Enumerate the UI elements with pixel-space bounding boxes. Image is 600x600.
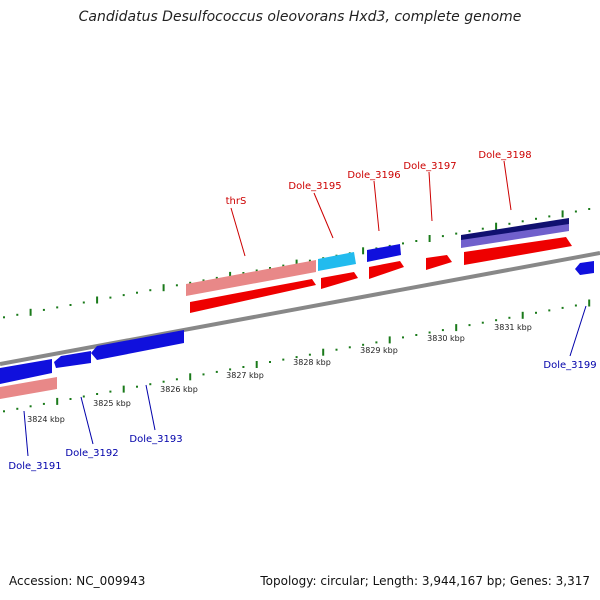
leader-lines — [23, 160, 587, 457]
gene-Dole_3191-pink[interactable] — [0, 377, 57, 399]
gene-Dole_3196[interactable] — [369, 261, 404, 279]
label-Dole_3198: Dole_3198 — [478, 150, 531, 161]
gene-Dole_3199[interactable] — [575, 261, 594, 275]
kbp-label-3826: 3826 kbp — [160, 385, 198, 394]
reverse-genes — [0, 261, 594, 399]
gene-Dole_3192[interactable] — [54, 351, 91, 368]
genome-summary-text: Topology: circular; Length: 3,944,167 bp… — [260, 574, 590, 588]
leader-Dole_3193 — [145, 384, 156, 431]
accession-text: Accession: NC_009943 — [9, 574, 146, 588]
kbp-label-3825: 3825 kbp — [93, 399, 131, 408]
label-Dole_3192: Dole_3192 — [65, 448, 118, 459]
gene-Dole_3198-purple[interactable] — [461, 224, 569, 248]
kbp-label-3827: 3827 kbp — [226, 371, 264, 380]
gene-Dole_3191-blue[interactable] — [0, 359, 52, 384]
label-Dole_3195: Dole_3195 — [288, 181, 341, 192]
gene-Dole_3196-blue[interactable] — [367, 244, 401, 262]
leader-Dole_3199 — [569, 305, 587, 357]
kbp-label-3828: 3828 kbp — [293, 358, 331, 367]
genome-title: Candidatus Desulfococcus oleovorans Hxd3… — [78, 9, 522, 25]
gene-thrS[interactable] — [190, 279, 316, 313]
gene-Dole_3193[interactable] — [91, 330, 184, 360]
reverse-gene-labels: Dole_3191 Dole_3192 Dole_3193 Dole_3199 — [8, 360, 596, 472]
forward-genes — [186, 218, 572, 313]
gene-thrS-pink[interactable] — [186, 260, 316, 296]
label-thrS: thrS — [226, 196, 247, 207]
leader-Dole_3198 — [503, 160, 512, 211]
kbp-label-3830: 3830 kbp — [427, 334, 465, 343]
kbp-labels: 3824 kbp 3825 kbp 3826 kbp 3827 kbp 3828… — [27, 323, 532, 424]
leader-Dole_3195 — [313, 192, 334, 239]
label-Dole_3191: Dole_3191 — [8, 461, 61, 472]
leader-Dole_3191 — [23, 410, 29, 457]
label-Dole_3193: Dole_3193 — [129, 434, 182, 445]
forward-gene-labels: thrS Dole_3195 Dole_3196 Dole_3197 Dole_… — [226, 150, 532, 207]
leader-Dole_3197 — [428, 171, 433, 222]
label-Dole_3196: Dole_3196 — [347, 170, 400, 181]
leader-Dole_3192 — [80, 396, 94, 445]
kbp-label-3824: 3824 kbp — [27, 415, 65, 424]
gene-Dole_3198[interactable] — [464, 237, 572, 265]
label-Dole_3197: Dole_3197 — [403, 161, 456, 172]
gene-Dole_3195[interactable] — [321, 272, 358, 289]
leader-Dole_3196 — [373, 180, 380, 232]
kbp-label-3829: 3829 kbp — [360, 346, 398, 355]
gene-Dole_3197[interactable] — [426, 255, 452, 270]
label-Dole_3199: Dole_3199 — [543, 360, 596, 371]
gene-Dole_3195-cyan[interactable] — [318, 252, 356, 271]
kbp-label-3831: 3831 kbp — [494, 323, 532, 332]
leader-thrS — [230, 207, 246, 257]
